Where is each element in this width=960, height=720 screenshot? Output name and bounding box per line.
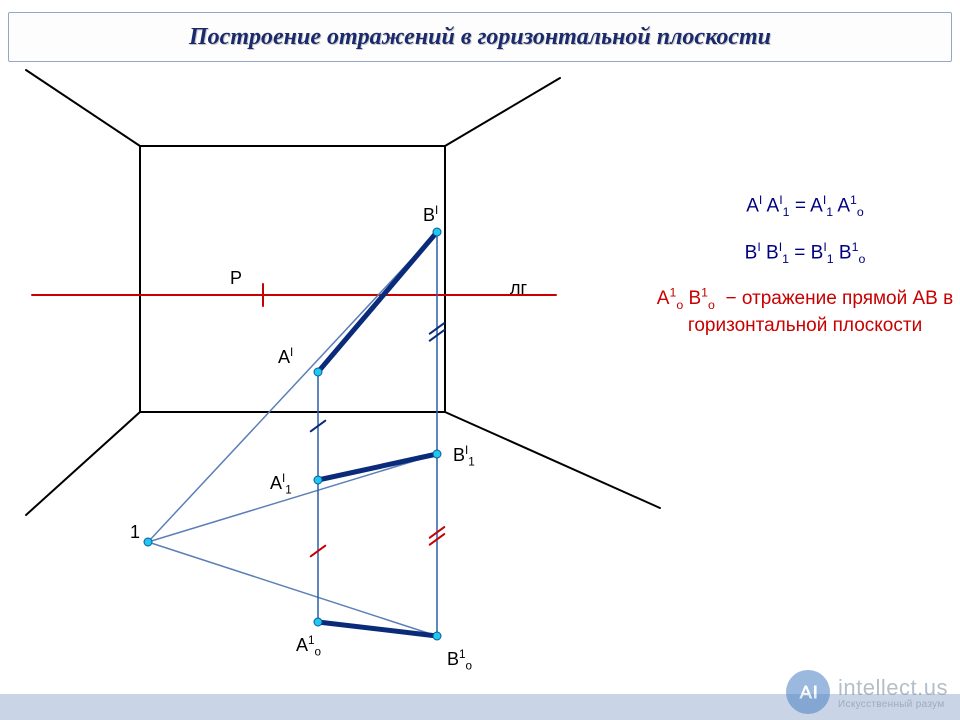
label-B1o: B1o — [447, 648, 472, 673]
equation-B: BI BI1 = BI1 B1o — [655, 237, 955, 270]
reflection-statement: A1o B1o − отражение прямой АВ в горизонт… — [655, 284, 955, 338]
ai-icon — [795, 679, 821, 705]
watermark-badge — [786, 670, 830, 714]
watermark: intellect.us Искусственный разум — [786, 670, 948, 714]
label-one: 1 — [130, 522, 140, 543]
label-lg: лг — [510, 278, 527, 299]
label-P: P — [230, 268, 242, 289]
equation-A: AI AI1 = AI1 A1o — [655, 190, 955, 223]
label-A1: AI1 — [270, 472, 292, 497]
label-B: BI — [423, 204, 438, 226]
label-A1o: A1o — [296, 634, 321, 659]
watermark-text: intellect.us Искусственный разум — [838, 675, 948, 710]
equations-block: AI AI1 = AI1 A1o BI BI1 = BI1 B1o A1o B1… — [655, 190, 955, 339]
label-A: AI — [278, 346, 293, 368]
label-B1: BI1 — [453, 444, 475, 469]
diagram-stage — [0, 0, 960, 720]
